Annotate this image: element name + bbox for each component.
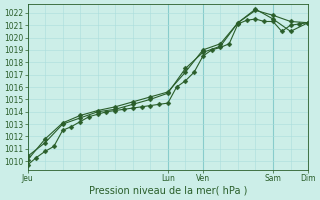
X-axis label: Pression niveau de la mer( hPa ): Pression niveau de la mer( hPa ) xyxy=(89,186,247,196)
